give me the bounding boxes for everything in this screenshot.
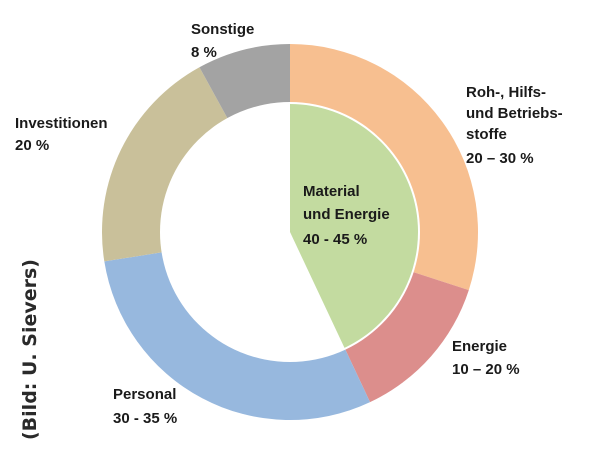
label-energie: Energie 10 – 20 % bbox=[452, 338, 520, 378]
label-personal: Personal 30 - 35 % bbox=[113, 386, 181, 427]
label-material-energie: Material und Energie 40 - 45 % bbox=[303, 183, 394, 248]
label-roh-hilfs: Roh-, Hilfs- und Betriebs- stoffe 20 – 3… bbox=[466, 84, 567, 167]
image-credit: (Bild: U. Sievers) bbox=[19, 259, 41, 440]
label-sonstige: Sonstige 8 % bbox=[191, 21, 259, 61]
inner-pie bbox=[290, 104, 419, 348]
inner-segment-material-energie bbox=[290, 104, 419, 348]
label-investitionen: Investitionen 20 % bbox=[15, 115, 112, 154]
